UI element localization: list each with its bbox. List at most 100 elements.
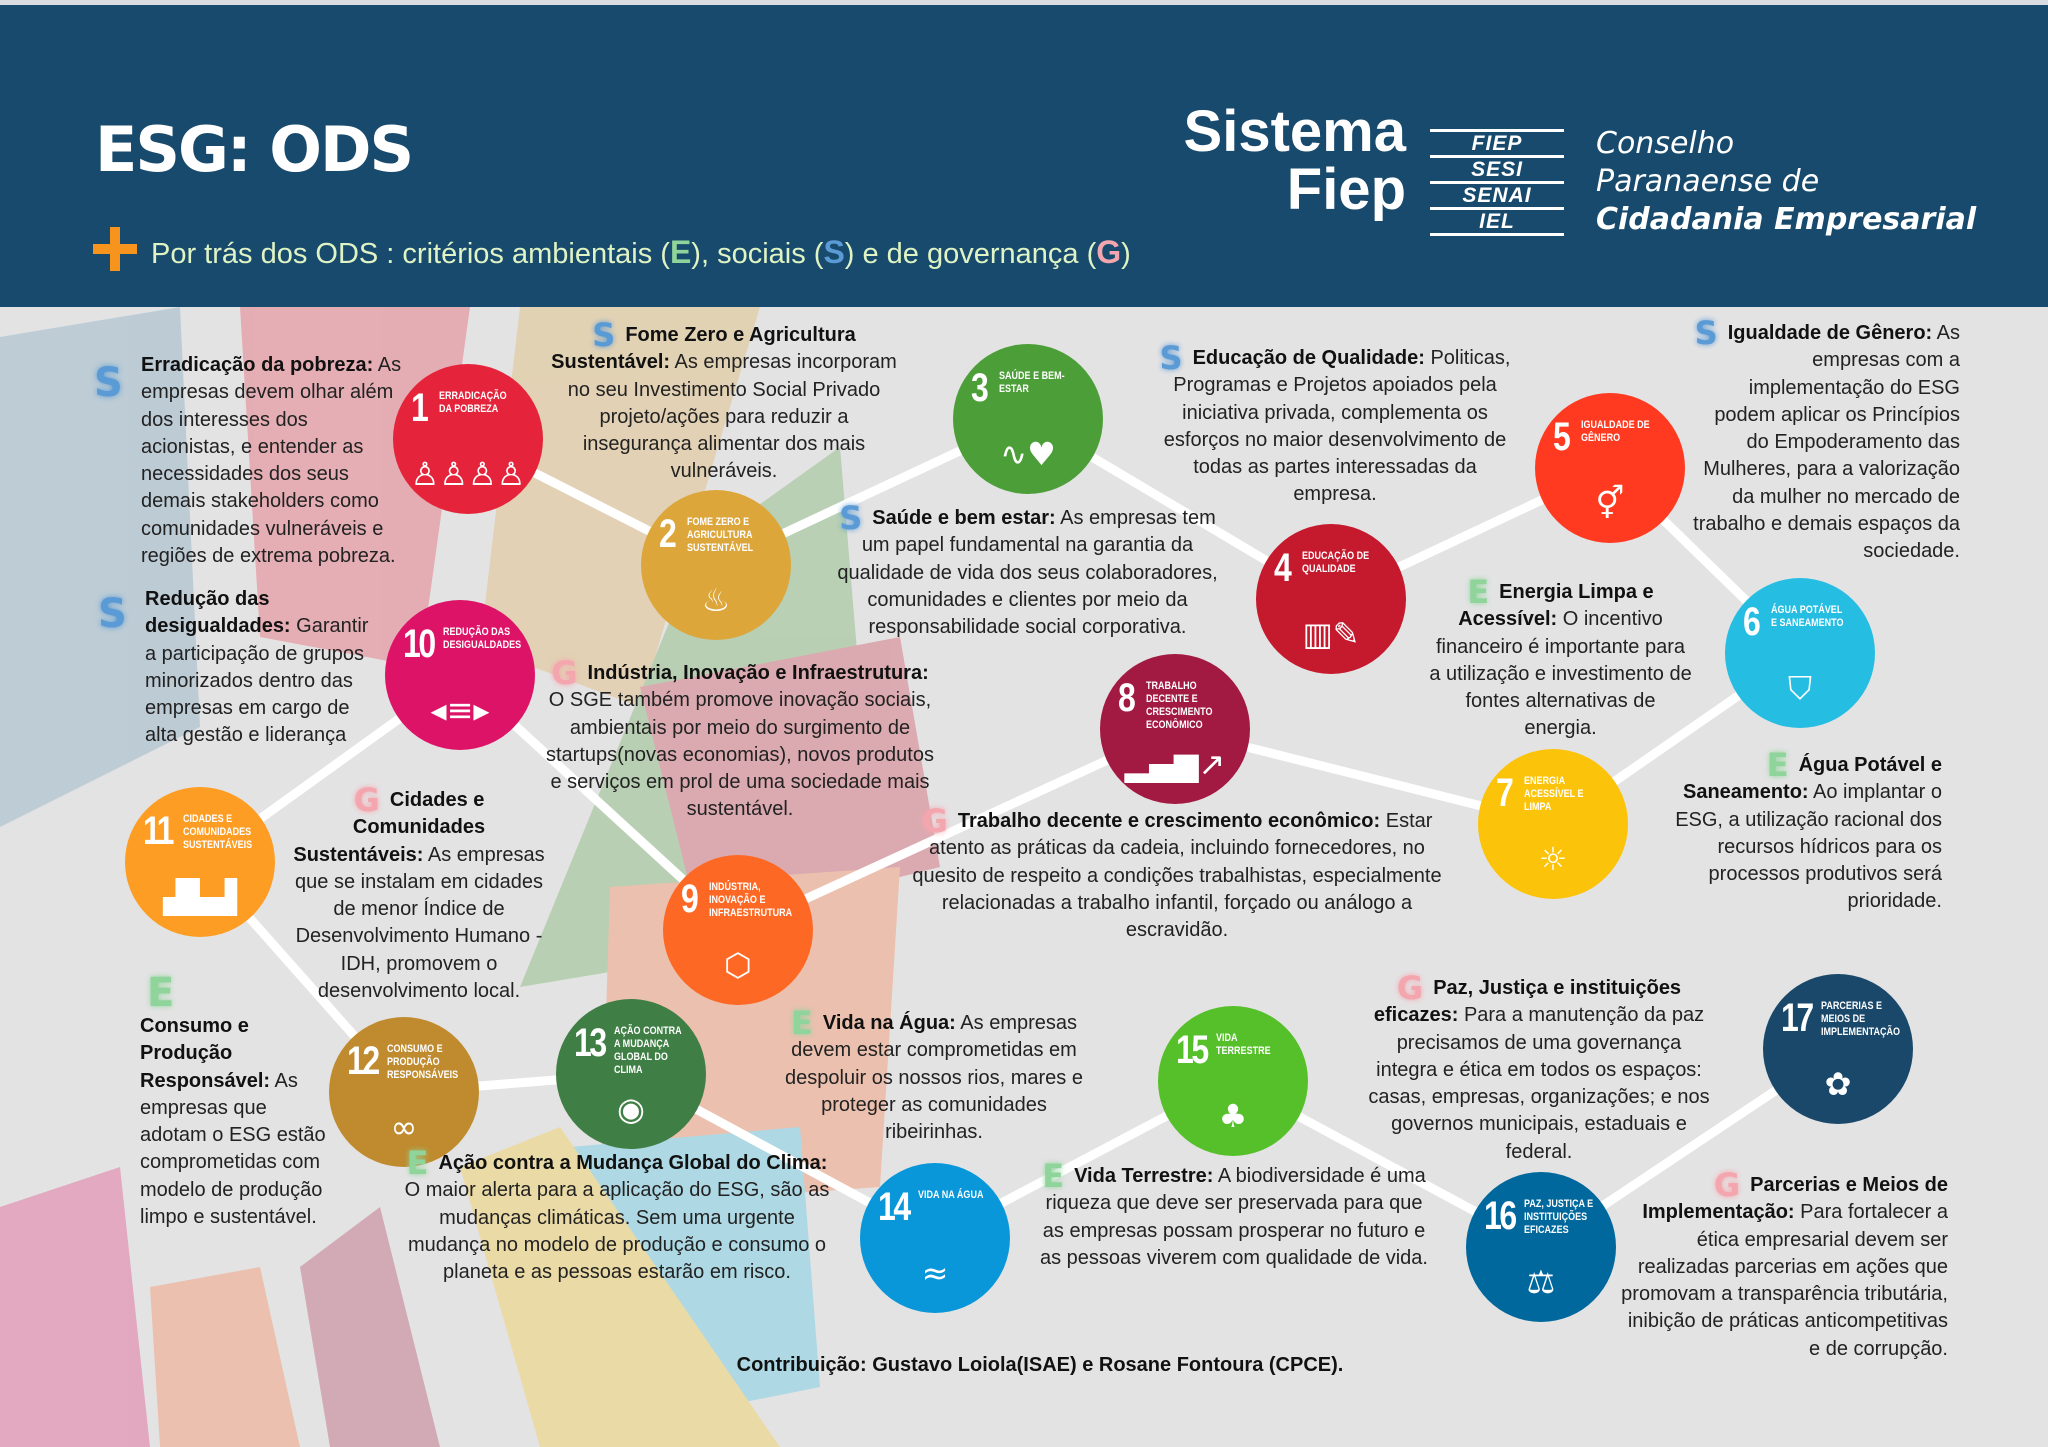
goal-label: REDUÇÃO DAS DESIGUALDADES xyxy=(443,626,522,651)
sistema-fiep-logo: Sistema Fiep xyxy=(1100,103,1406,219)
subtitle-suffix: ) xyxy=(1121,238,1131,270)
page-title: ESG: ODS xyxy=(95,113,414,186)
council-line2: Paranaense de xyxy=(1596,164,1820,199)
description-title: Igualdade de Gênero: xyxy=(1727,322,1933,344)
sdg-goal-13: 13 AÇÃO CONTRA A MUDANÇA GLOBAL DO CLIMA ◉ xyxy=(556,999,706,1149)
description-body: O SGE também promove inovação sociais, a… xyxy=(546,689,934,821)
goal-number: 8 xyxy=(1118,676,1136,720)
goal-label: PARCERIAS E MEIOS DE IMPLEMENTAÇÃO xyxy=(1821,1000,1901,1038)
description-body: Estar atento as práticas da cadeia, incl… xyxy=(912,810,1442,942)
goal-number: 13 xyxy=(574,1021,607,1065)
description-title: Educação de Qualidade: xyxy=(1192,347,1425,369)
description-title: Vida na Água: xyxy=(822,1012,956,1034)
council-line1: Conselho xyxy=(1596,126,1735,161)
sdg-goal-12: 12 CONSUMO E PRODUÇÃO RESPONSÁVEIS ∞ xyxy=(329,1017,479,1167)
goal-number: 10 xyxy=(403,622,436,666)
credit-line: Contribuição: Gustavo Loiola(ISAE) e Ros… xyxy=(736,1354,1344,1376)
eye-globe-icon: ◉ xyxy=(617,1090,645,1128)
description-title: Ação contra a Mudança Global do Clima: xyxy=(438,1152,828,1174)
goal-number: 15 xyxy=(1176,1028,1209,1072)
sdg-goal-8: 8 TRABALHO DECENTE E CRESCIMENTO ECONÔMIC… xyxy=(1100,654,1250,804)
goal-label: EDUCAÇÃO DE QUALIDADE xyxy=(1302,550,1370,575)
criterion-g-icon: G xyxy=(921,802,948,840)
goal-label: FOME ZERO E AGRICULTURA SUSTENTÁVEL xyxy=(687,516,754,554)
criterion-e-icon: E xyxy=(1042,1157,1065,1195)
criterion-e-icon: E xyxy=(1766,746,1789,784)
description-body: Para a manutenção da paz precisamos de u… xyxy=(1368,1004,1710,1163)
goal-label: ÁGUA POTÁVEL E SANEAMENTO xyxy=(1771,604,1844,629)
goal-label: CONSUMO E PRODUÇÃO RESPONSÁVEIS xyxy=(387,1043,459,1081)
criterion-s-icon: S xyxy=(1694,314,1718,352)
header-banner: ESG: ODS Por trás dos ODS : critérios am… xyxy=(0,0,2048,307)
criterion-e-icon: E xyxy=(406,1144,429,1182)
gender-icon: ⚥ xyxy=(1595,484,1625,522)
rings-icon: ✿ xyxy=(1824,1065,1852,1103)
org-sesi: SESI xyxy=(1430,155,1564,181)
goal-label: IGUALDADE DE GÊNERO xyxy=(1581,419,1650,444)
goal-number: 4 xyxy=(1274,546,1292,590)
sdg-goal-3: 3 SAÚDE E BEM-ESTAR ∿♥ xyxy=(953,344,1103,494)
sdg-goal-6: 6 ÁGUA POTÁVEL E SANEAMENTO ⛉ xyxy=(1725,578,1875,728)
description-title: Paz, Justiça e instituições eficazes: xyxy=(1373,977,1682,1027)
council-logo: Conselho Paranaense de Cidadania Empresa… xyxy=(1596,125,1976,239)
criterion-s-icon: S xyxy=(592,316,616,354)
goal-number: 16 xyxy=(1484,1194,1517,1238)
subtitle-mid2: ) e de governança ( xyxy=(844,238,1097,270)
sdg-goal-5: 5 IGUALDADE DE GÊNERO ⚥ xyxy=(1535,393,1685,543)
description-body: As empresas que adotam o ESG estão compr… xyxy=(140,1069,326,1229)
description-title: Cidades e Comunidades Sustentáveis: xyxy=(293,789,486,866)
goal-label: SAÚDE E BEM-ESTAR xyxy=(999,370,1065,395)
goal-label: AÇÃO CONTRA A MUDANÇA GLOBAL DO CLIMA xyxy=(614,1025,682,1076)
org-iel: IEL xyxy=(1430,207,1564,236)
criterion-g-icon: G xyxy=(1396,969,1424,1007)
criterion-g-icon: G xyxy=(551,654,578,692)
description-body: A biodiversidade é uma riqueza que deve … xyxy=(1040,1165,1428,1269)
cubes-icon: ⬡ xyxy=(724,946,752,984)
description-title: Indústria, Inovação e Infraestrutura: xyxy=(587,662,929,684)
goal-number: 3 xyxy=(971,366,989,410)
description-saude: S Saúde e bem estar: As empresas tem um p… xyxy=(825,502,1230,641)
sdg-goal-1: 1 ERRADICAÇÃO DA POBREZA ♙♙♙♙ xyxy=(393,364,543,514)
sdg-goal-7: 7 ENERGIA ACESSÍVEL E LIMPA ☼ xyxy=(1478,749,1628,899)
goal-label: VIDA NA ÁGUA xyxy=(918,1189,984,1201)
sdg-goal-4: 4 EDUCAÇÃO DE QUALIDADE ▥✎ xyxy=(1256,524,1406,674)
description-fome-zero: S Fome Zero e Agricultura Sustentável: As… xyxy=(548,316,900,486)
goal-number: 5 xyxy=(1553,415,1571,459)
description-body: Ao implantar o ESG, a utilização raciona… xyxy=(1675,781,1942,913)
fish-icon: ≈ xyxy=(921,1254,949,1292)
description-title: Fome Zero e Agricultura Sustentável: xyxy=(551,324,856,374)
org-fiep: FIEP xyxy=(1430,129,1564,155)
criterion-s-icon: S xyxy=(94,360,123,406)
goal-number: 6 xyxy=(1743,600,1761,644)
goal-label: PAZ, JUSTIÇA E INSTITUIÇÕES EFICAZES xyxy=(1524,1198,1594,1236)
description-erradicacao: Erradicação da pobreza: As empresas deve… xyxy=(141,352,403,570)
goal-number: 2 xyxy=(659,512,677,556)
goal-number: 7 xyxy=(1496,771,1514,815)
goal-label: VIDA TERRESTRE xyxy=(1216,1032,1271,1057)
sdg-goal-17: 17 PARCERIAS E MEIOS DE IMPLEMENTAÇÃO ✿ xyxy=(1763,974,1913,1124)
description-title: Trabalho decente e crescimento econômico… xyxy=(957,810,1381,832)
subtitle-prefix: Por trás dos ODS : critérios ambientais … xyxy=(151,238,670,270)
description-body: O maior alerta para a aplicação do ESG, … xyxy=(404,1179,830,1284)
description-industria: G Indústria, Inovação e Infraestrutura: O… xyxy=(546,654,934,824)
subtitle-mid1: ), sociais ( xyxy=(691,238,824,270)
description-body: Para fortalecer a ética empresarial deve… xyxy=(1621,1201,1948,1360)
goal-label: INDÚSTRIA, INOVAÇÃO E INFRAESTRUTURA xyxy=(709,881,793,919)
criterion-e-icon: E xyxy=(790,1004,813,1042)
criterion-g-icon: G xyxy=(353,781,380,819)
description-title: Erradicação da pobreza: xyxy=(141,354,374,376)
description-title: Água Potável e Saneamento: xyxy=(1682,754,1942,804)
equality-arrows-icon: ◂≡▸ xyxy=(430,691,490,729)
family-icon: ♙♙♙♙ xyxy=(410,455,526,493)
sdg-goal-15: 15 VIDA TERRESTRE ♣ xyxy=(1158,1006,1308,1156)
goal-number: 17 xyxy=(1781,996,1814,1040)
description-vida-agua: E Vida na Água: As empresas devem estar c… xyxy=(784,1004,1084,1146)
growth-chart-icon: ▂▄▆↗ xyxy=(1124,745,1226,783)
description-body: As empresas devem olhar além dos interes… xyxy=(141,354,402,568)
social-letter-icon: S xyxy=(823,234,845,270)
sdg-goal-2: 2 FOME ZERO E AGRICULTURA SUSTENTÁVEL ♨ xyxy=(641,490,791,640)
dove-gavel-icon: ⚖ xyxy=(1526,1263,1556,1301)
sdg-wheel-background xyxy=(0,307,940,1447)
description-body: As empresas com a implementação do ESG p… xyxy=(1693,322,1960,563)
tree-icon: ♣ xyxy=(1218,1097,1248,1135)
